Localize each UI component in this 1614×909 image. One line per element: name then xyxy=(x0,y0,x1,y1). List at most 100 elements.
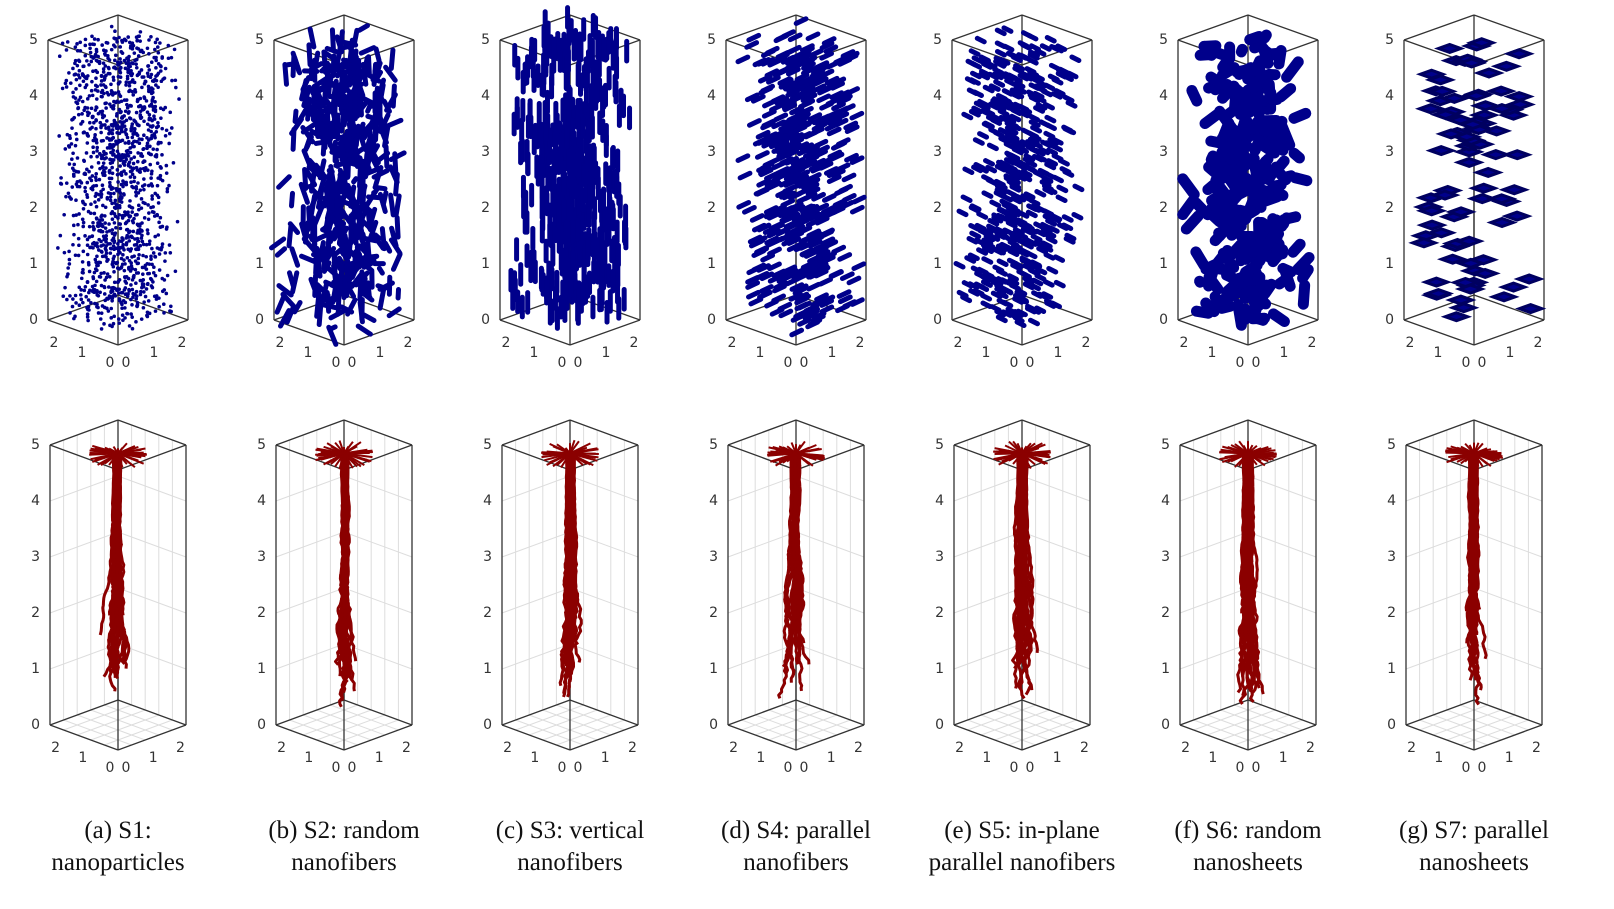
nanofiber xyxy=(977,98,990,108)
particle xyxy=(163,66,168,71)
particle xyxy=(66,144,71,148)
nanofiber xyxy=(1005,189,1018,198)
particle xyxy=(140,85,144,90)
box-edge xyxy=(727,444,797,471)
particle xyxy=(97,237,101,242)
particle xyxy=(134,186,139,191)
particle xyxy=(111,321,116,326)
nanofiber xyxy=(1028,113,1041,123)
particle xyxy=(121,252,125,257)
particle xyxy=(142,119,146,124)
nanofiber xyxy=(1028,49,1041,59)
nanofiber xyxy=(967,252,980,261)
x-tick-label: 2 xyxy=(178,335,187,351)
x-tick-label: 2 xyxy=(1532,740,1541,756)
particle xyxy=(71,95,76,99)
box-edge xyxy=(1247,14,1319,41)
particle xyxy=(118,75,123,80)
particle xyxy=(160,178,165,183)
nanofiber xyxy=(1022,236,1035,245)
particle xyxy=(75,63,80,68)
particle xyxy=(101,243,106,247)
particle xyxy=(116,241,120,246)
nanofiber xyxy=(837,252,853,262)
z-tick-label: 1 xyxy=(707,256,716,272)
particle xyxy=(108,157,112,162)
grid-line xyxy=(556,704,625,731)
particle xyxy=(124,172,128,176)
particle xyxy=(86,304,91,309)
nanofiber xyxy=(1071,212,1084,221)
particle xyxy=(121,184,125,189)
particle xyxy=(162,311,166,315)
nanofiber xyxy=(368,145,381,166)
grid-line xyxy=(768,709,837,736)
particle xyxy=(96,293,101,298)
nanofiber xyxy=(1027,136,1040,146)
particle xyxy=(132,179,136,184)
nanofiber xyxy=(1004,213,1017,223)
particle xyxy=(144,254,149,259)
y-tick-label: 2 xyxy=(277,740,286,756)
x-tick-label: 1 xyxy=(1053,750,1062,766)
particle xyxy=(95,254,99,259)
nanosheet xyxy=(1273,273,1292,290)
particle xyxy=(118,57,122,61)
particle xyxy=(139,206,144,210)
particle xyxy=(152,114,156,118)
y-tick-label: 1 xyxy=(1434,750,1443,766)
nanosheet xyxy=(1217,58,1231,73)
particle xyxy=(103,64,108,68)
nanofiber xyxy=(805,186,821,197)
nanofiber xyxy=(1036,291,1049,301)
box-edge xyxy=(1473,294,1545,321)
box-edge xyxy=(569,319,641,346)
particle xyxy=(142,81,147,86)
nanosheet xyxy=(1420,276,1453,288)
particle xyxy=(73,143,78,148)
nanofiber xyxy=(744,40,760,50)
particle xyxy=(91,69,95,74)
particle xyxy=(78,49,83,53)
nanosheet xyxy=(1448,302,1480,314)
box-edge xyxy=(1405,699,1475,726)
nanofiber xyxy=(276,174,292,190)
particle xyxy=(143,201,147,206)
nanofiber xyxy=(803,129,819,140)
z-tick-label: 3 xyxy=(1159,144,1168,160)
particle xyxy=(126,111,131,115)
particle xyxy=(130,168,134,173)
particle xyxy=(118,66,122,71)
particle xyxy=(67,195,72,199)
nanofiber xyxy=(956,289,969,299)
grid-line xyxy=(981,709,1050,736)
nanofiber xyxy=(819,298,835,308)
nanosheet xyxy=(1180,210,1204,235)
nanofiber xyxy=(760,252,776,263)
particle xyxy=(136,181,140,185)
nanofiber xyxy=(801,266,817,277)
particle xyxy=(96,54,100,59)
particle xyxy=(139,289,143,294)
particle xyxy=(85,237,90,242)
nanosheet xyxy=(1217,80,1240,104)
nanofiber xyxy=(841,172,857,183)
grid-line xyxy=(556,719,625,746)
nanofiber xyxy=(1066,70,1079,80)
nanofiber xyxy=(292,108,299,124)
particle xyxy=(170,126,174,130)
particle xyxy=(117,203,122,208)
box-edge xyxy=(499,319,571,346)
nanosheet xyxy=(1288,147,1305,164)
particle xyxy=(71,90,75,95)
box-edge xyxy=(953,724,1023,751)
particle xyxy=(140,233,144,238)
z-tick-label: 2 xyxy=(1385,200,1394,216)
particle xyxy=(89,165,94,169)
particle xyxy=(111,144,116,148)
nanofiber xyxy=(308,233,315,243)
nanofiber xyxy=(785,231,801,242)
nanofiber xyxy=(820,294,836,305)
nanofiber xyxy=(985,60,998,70)
nanofiber xyxy=(1025,144,1038,153)
